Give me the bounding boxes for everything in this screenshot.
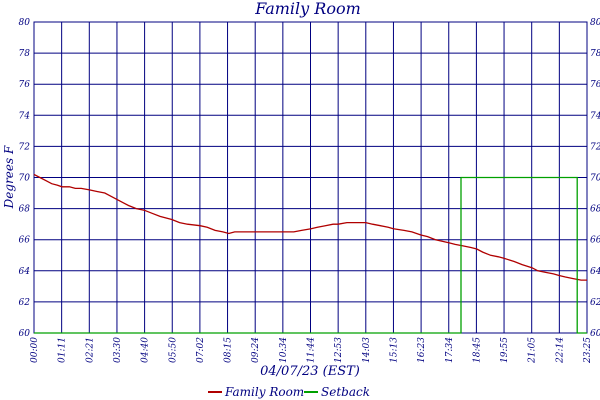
y-tick-label-right: 66	[590, 236, 600, 246]
y-tick-label-right: 74	[590, 111, 600, 121]
y-tick-label-left: 80	[19, 18, 31, 28]
x-tick-label: 22:14	[555, 337, 565, 364]
legend: Family Room Setback	[208, 385, 370, 399]
y-tick-label-left: 70	[19, 174, 31, 184]
y-tick-label-left: 64	[19, 267, 31, 277]
x-tick-label: 04:40	[141, 337, 151, 363]
y-axis-right: 60 62 64 66 68 70 72 74 76 78 80	[590, 18, 600, 339]
y-tick-label-right: 62	[590, 298, 600, 308]
y-tick-label-left: 68	[19, 205, 31, 215]
x-tick-label: 07:02	[196, 337, 206, 363]
x-tick-label: 12:53	[334, 337, 344, 363]
series-line-family-room	[33, 173, 587, 281]
x-tick-label: 10:34	[279, 337, 289, 363]
y-tick-label-right: 64	[590, 267, 600, 277]
x-tick-label: 21:05	[528, 337, 538, 364]
y-tick-label-left: 60	[19, 329, 31, 339]
y-tick-label-left: 62	[19, 298, 31, 308]
y-tick-label-right: 72	[590, 142, 600, 152]
y-tick-label-right: 70	[590, 174, 600, 184]
legend-label: Family Room	[224, 385, 304, 399]
x-tick-label: 05:50	[168, 337, 178, 363]
x-tick-label: 08:15	[224, 337, 234, 363]
x-tick-label: 17:34	[445, 337, 455, 363]
x-tick-label: 23:25	[583, 337, 593, 364]
x-tick-label: 09:24	[251, 337, 261, 363]
x-tick-label: 18:45	[472, 337, 482, 363]
x-tick-label: 11:44	[307, 337, 317, 363]
y-axis-label: Degrees F	[2, 145, 16, 209]
x-axis-label: 04/07/23 (EST)	[260, 364, 360, 379]
y-tick-label-right: 80	[590, 18, 600, 28]
y-axis-left: 60 62 64 66 68 70 72 74 76 78 80	[19, 18, 31, 339]
x-tick-label: 03:30	[113, 337, 123, 363]
chart-title: Family Room	[254, 0, 361, 18]
x-tick-label: 02:21	[85, 337, 95, 363]
y-tick-label-right: 78	[590, 49, 600, 59]
y-tick-label-left: 72	[19, 142, 31, 152]
y-tick-label-right: 76	[590, 80, 600, 90]
y-tick-label-left: 76	[19, 80, 31, 90]
x-tick-label: 15:13	[389, 337, 399, 363]
y-tick-label-left: 74	[19, 111, 31, 121]
y-tick-label-right: 60	[590, 329, 600, 339]
series-line-setback	[34, 176, 587, 334]
y-tick-label-right: 68	[590, 205, 600, 215]
x-tick-label: 14:03	[362, 337, 372, 363]
x-axis: 00:00 01:11 02:21 03:30 04:40 05:50 07:02 08:15…	[30, 337, 593, 364]
x-tick-label: 19:55	[500, 337, 510, 363]
legend-label: Setback	[321, 385, 370, 399]
x-tick-label: 16:23	[417, 337, 427, 363]
x-tick-label: 01:11	[58, 337, 68, 363]
y-tick-label-left: 66	[19, 236, 31, 246]
y-tick-label-left: 78	[19, 49, 31, 59]
series-group	[33, 173, 587, 334]
x-tick-label: 00:00	[30, 337, 40, 363]
